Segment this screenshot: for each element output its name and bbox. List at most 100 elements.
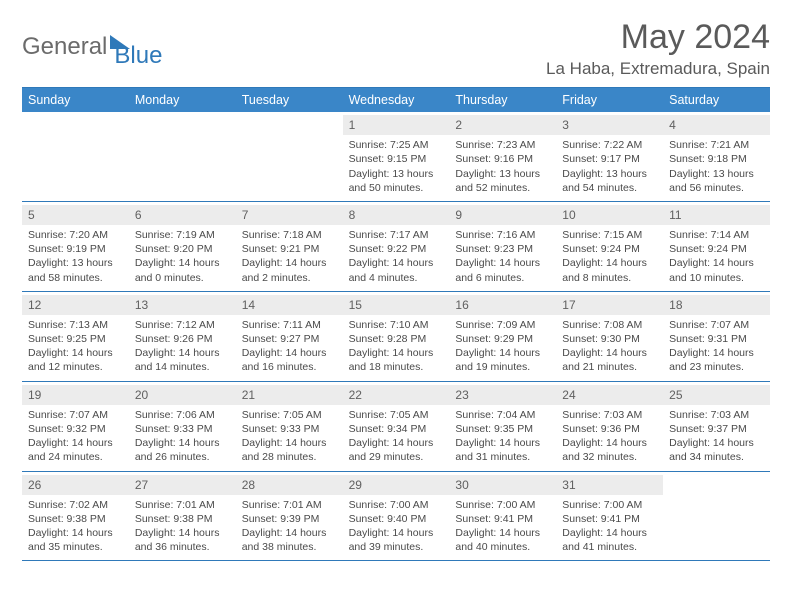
day-cell: 22Sunrise: 7:05 AMSunset: 9:34 PMDayligh… — [343, 382, 450, 471]
daylight-text-2: and 26 minutes. — [135, 450, 230, 464]
sunset-text: Sunset: 9:38 PM — [28, 512, 123, 526]
daylight-text-1: Daylight: 14 hours — [242, 346, 337, 360]
day-number: 28 — [236, 475, 343, 495]
weeks-container: 1Sunrise: 7:25 AMSunset: 9:15 PMDaylight… — [22, 112, 770, 561]
day-cell: 14Sunrise: 7:11 AMSunset: 9:27 PMDayligh… — [236, 292, 343, 381]
sunset-text: Sunset: 9:35 PM — [455, 422, 550, 436]
day-cell: 15Sunrise: 7:10 AMSunset: 9:28 PMDayligh… — [343, 292, 450, 381]
day-cell: 9Sunrise: 7:16 AMSunset: 9:23 PMDaylight… — [449, 202, 556, 291]
sunrise-text: Sunrise: 7:07 AM — [669, 318, 764, 332]
daylight-text-2: and 54 minutes. — [562, 181, 657, 195]
day-number: 4 — [663, 115, 770, 135]
day-cell: 16Sunrise: 7:09 AMSunset: 9:29 PMDayligh… — [449, 292, 556, 381]
day-number: 12 — [22, 295, 129, 315]
daylight-text-2: and 36 minutes. — [135, 540, 230, 554]
sunset-text: Sunset: 9:32 PM — [28, 422, 123, 436]
week-row: 1Sunrise: 7:25 AMSunset: 9:15 PMDaylight… — [22, 112, 770, 202]
day-number: 27 — [129, 475, 236, 495]
sunrise-text: Sunrise: 7:13 AM — [28, 318, 123, 332]
day-cell: 17Sunrise: 7:08 AMSunset: 9:30 PMDayligh… — [556, 292, 663, 381]
day-cell: 1Sunrise: 7:25 AMSunset: 9:15 PMDaylight… — [343, 112, 450, 201]
daylight-text-1: Daylight: 14 hours — [562, 256, 657, 270]
sunset-text: Sunset: 9:26 PM — [135, 332, 230, 346]
daylight-text-2: and 38 minutes. — [242, 540, 337, 554]
sunset-text: Sunset: 9:17 PM — [562, 152, 657, 166]
sunset-text: Sunset: 9:36 PM — [562, 422, 657, 436]
sunset-text: Sunset: 9:23 PM — [455, 242, 550, 256]
day-cell: 12Sunrise: 7:13 AMSunset: 9:25 PMDayligh… — [22, 292, 129, 381]
daylight-text-2: and 0 minutes. — [135, 271, 230, 285]
day-number: 14 — [236, 295, 343, 315]
day-number: 24 — [556, 385, 663, 405]
day-number: 13 — [129, 295, 236, 315]
daylight-text-2: and 12 minutes. — [28, 360, 123, 374]
day-cell: 25Sunrise: 7:03 AMSunset: 9:37 PMDayligh… — [663, 382, 770, 471]
day-cell: 28 Sunrise: 7:01 AMSunset: 9:39 PMDayligh… — [236, 472, 343, 561]
daylight-text-1: Daylight: 14 hours — [242, 256, 337, 270]
daylight-text-1: Daylight: 13 hours — [349, 167, 444, 181]
day-cell: 11Sunrise: 7:14 AMSunset: 9:24 PMDayligh… — [663, 202, 770, 291]
sunrise-text: Sunrise: 7:18 AM — [242, 228, 337, 242]
daylight-text-2: and 4 minutes. — [349, 271, 444, 285]
daylight-text-2: and 35 minutes. — [28, 540, 123, 554]
day-cell — [663, 472, 770, 561]
calendar: Sunday Monday Tuesday Wednesday Thursday… — [22, 87, 770, 561]
sunrise-text: Sunrise: 7:25 AM — [349, 138, 444, 152]
daylight-text-1: Daylight: 14 hours — [135, 346, 230, 360]
daylight-text-1: Daylight: 14 hours — [455, 526, 550, 540]
daylight-text-1: Daylight: 14 hours — [455, 346, 550, 360]
daylight-text-1: Daylight: 14 hours — [669, 346, 764, 360]
day-cell: 29Sunrise: 7:00 AMSunset: 9:40 PMDayligh… — [343, 472, 450, 561]
sunrise-text: Sunrise: 7:06 AM — [135, 408, 230, 422]
day-cell: 20Sunrise: 7:06 AMSunset: 9:33 PMDayligh… — [129, 382, 236, 471]
daylight-text-1: Daylight: 14 hours — [28, 346, 123, 360]
week-row: 26Sunrise: 7:02 AMSunset: 9:38 PMDayligh… — [22, 472, 770, 562]
daylight-text-1: Daylight: 14 hours — [669, 256, 764, 270]
sunrise-text: Sunrise: 7:00 AM — [455, 498, 550, 512]
sunset-text: Sunset: 9:20 PM — [135, 242, 230, 256]
sunrise-text: Sunrise: 7:00 AM — [349, 498, 444, 512]
daylight-text-2: and 34 minutes. — [669, 450, 764, 464]
sunset-text: Sunset: 9:33 PM — [135, 422, 230, 436]
sunrise-text: Sunrise: 7:01 AM — [135, 498, 230, 512]
daylight-text-2: and 6 minutes. — [455, 271, 550, 285]
daylight-text-1: Daylight: 14 hours — [455, 256, 550, 270]
location-text: La Haba, Extremadura, Spain — [546, 59, 770, 79]
day-number: 10 — [556, 205, 663, 225]
sunset-text: Sunset: 9:15 PM — [349, 152, 444, 166]
daylight-text-1: Daylight: 14 hours — [349, 526, 444, 540]
day-cell: 13 Sunrise: 7:12 AMSunset: 9:26 PMDayligh… — [129, 292, 236, 381]
day-header-row: Sunday Monday Tuesday Wednesday Thursday… — [22, 88, 770, 112]
day-number: 25 — [663, 385, 770, 405]
sunrise-text: Sunrise: 7:12 AM — [135, 318, 230, 332]
sunrise-text: Sunrise: 7:17 AM — [349, 228, 444, 242]
daylight-text-1: Daylight: 14 hours — [455, 436, 550, 450]
daylight-text-1: Daylight: 14 hours — [242, 526, 337, 540]
daylight-text-1: Daylight: 14 hours — [135, 256, 230, 270]
daylight-text-2: and 2 minutes. — [242, 271, 337, 285]
day-number: 15 — [343, 295, 450, 315]
sunrise-text: Sunrise: 7:11 AM — [242, 318, 337, 332]
day-number: 23 — [449, 385, 556, 405]
daylight-text-2: and 41 minutes. — [562, 540, 657, 554]
sunrise-text: Sunrise: 7:01 AM — [242, 498, 337, 512]
sunrise-text: Sunrise: 7:05 AM — [349, 408, 444, 422]
daylight-text-2: and 10 minutes. — [669, 271, 764, 285]
sunrise-text: Sunrise: 7:03 AM — [562, 408, 657, 422]
day-cell: 8Sunrise: 7:17 AMSunset: 9:22 PMDaylight… — [343, 202, 450, 291]
day-number: 5 — [22, 205, 129, 225]
daylight-text-1: Daylight: 14 hours — [562, 526, 657, 540]
sunset-text: Sunset: 9:39 PM — [242, 512, 337, 526]
day-number: 2 — [449, 115, 556, 135]
sunrise-text: Sunrise: 7:20 AM — [28, 228, 123, 242]
daylight-text-1: Daylight: 13 hours — [562, 167, 657, 181]
sunset-text: Sunset: 9:24 PM — [562, 242, 657, 256]
sunset-text: Sunset: 9:37 PM — [669, 422, 764, 436]
week-row: 19Sunrise: 7:07 AMSunset: 9:32 PMDayligh… — [22, 382, 770, 472]
logo-text-blue: Blue — [114, 42, 162, 70]
day-cell: 24Sunrise: 7:03 AMSunset: 9:36 PMDayligh… — [556, 382, 663, 471]
day-cell: 27Sunrise: 7:01 AMSunset: 9:38 PMDayligh… — [129, 472, 236, 561]
day-cell: 26Sunrise: 7:02 AMSunset: 9:38 PMDayligh… — [22, 472, 129, 561]
sunrise-text: Sunrise: 7:00 AM — [562, 498, 657, 512]
day-cell: 5Sunrise: 7:20 AMSunset: 9:19 PMDaylight… — [22, 202, 129, 291]
